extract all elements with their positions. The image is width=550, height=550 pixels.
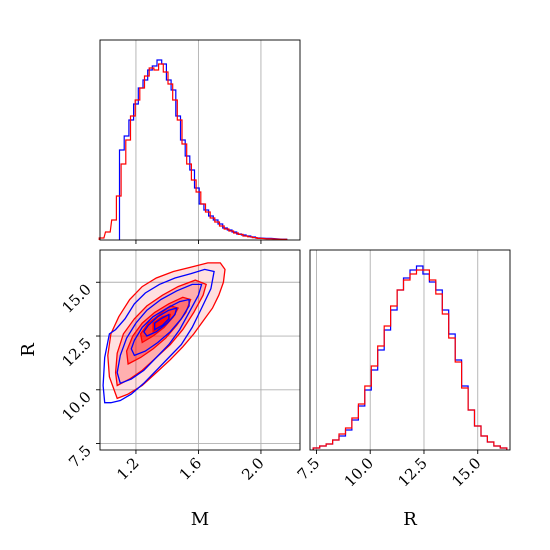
r-hist-series-1 <box>312 269 508 450</box>
joint-blue-contour-1 <box>116 283 203 385</box>
m-hist-series-1 <box>98 63 288 240</box>
marginal-r-histogram-panel: 7.5 10.0 12.5 15.0 <box>294 249 511 490</box>
joint-red-contour-3 <box>139 305 180 344</box>
joint-xtick-label-0: 1.2 <box>113 454 143 484</box>
x-axis-label-m: M <box>191 509 209 530</box>
joint-blue-contour-2 <box>130 298 190 357</box>
joint-xtick-label-2: 2.0 <box>238 454 268 484</box>
joint-red-contour-0 <box>107 262 226 400</box>
joint-ytick-label-2: 12.5 <box>58 334 94 370</box>
y-axis-label-r: R <box>18 343 39 357</box>
r-hist-xtick-label-1: 10.0 <box>341 454 377 490</box>
r-hist-xtick-label-2: 12.5 <box>394 454 430 490</box>
joint-blue-contour-3 <box>142 307 178 337</box>
joint-blue-contour-0 <box>102 268 215 404</box>
r-hist-xtick-label-0: 7.5 <box>294 454 324 484</box>
joint-ytick-label-1: 10.0 <box>58 388 94 424</box>
joint-red-fill-0 <box>107 262 225 399</box>
r-hist-xtick-label-3: 15.0 <box>448 454 484 490</box>
m-hist-series-0 <box>118 59 288 240</box>
joint-xtick-label-1: 1.6 <box>176 454 206 484</box>
joint-ytick-label-3: 15.0 <box>58 280 94 316</box>
joint-frame <box>99 249 301 451</box>
x-axis-label-r: R <box>403 509 417 530</box>
joint-blue-contour-4 <box>154 313 170 331</box>
m-hist-frame <box>99 39 301 241</box>
joint-ytick-label-0: 7.5 <box>65 442 95 472</box>
r-hist-frame <box>309 249 511 451</box>
joint-red-contour-2 <box>125 296 192 366</box>
joint-m-r-contour-panel: 1.2 1.6 2.0 7.5 10.0 12.5 15.0 <box>58 249 301 484</box>
marginal-m-histogram-panel <box>98 39 301 244</box>
